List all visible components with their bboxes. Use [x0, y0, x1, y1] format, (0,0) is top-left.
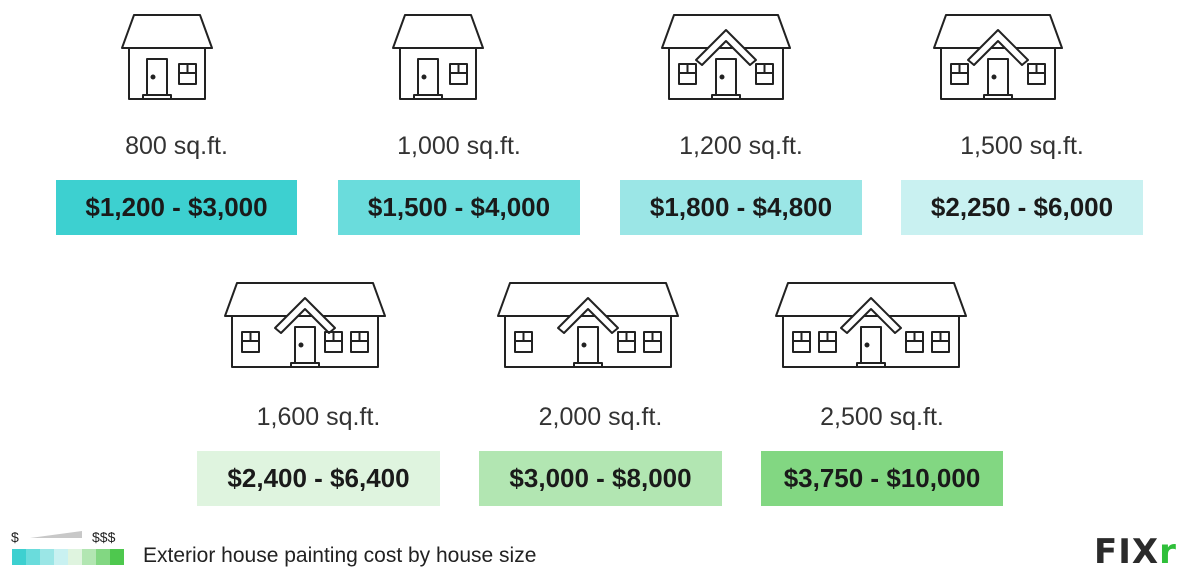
gable: [557, 297, 619, 334]
house-icon: [224, 280, 386, 375]
legend-low-label: $: [11, 529, 19, 545]
house-icon: [661, 12, 791, 107]
door-step: [573, 362, 603, 368]
door-knob: [298, 342, 304, 348]
legend-swatch: [40, 549, 54, 565]
legend-swatch: [26, 549, 40, 565]
door-step: [856, 362, 886, 368]
door-step: [290, 362, 320, 368]
house-icon: [121, 12, 213, 107]
house-size-label: 800 sq.ft.: [125, 132, 228, 160]
roof: [392, 14, 484, 49]
legend-swatch: [68, 549, 82, 565]
legend-swatch: [110, 549, 124, 565]
door-knob: [421, 74, 427, 80]
logo-text: FIX: [1094, 532, 1160, 572]
legend-caption: Exterior house painting cost by house si…: [143, 544, 537, 567]
price-range-badge: $3,750 - $10,000: [761, 451, 1003, 506]
gable: [967, 29, 1029, 66]
house-icon: [775, 280, 967, 375]
house-size-label: 1,000 sq.ft.: [397, 132, 521, 160]
price-range-badge: $1,200 - $3,000: [56, 180, 297, 235]
gable: [840, 297, 902, 334]
legend-high-label: $$$: [92, 529, 116, 545]
door-step: [711, 94, 741, 100]
legend-swatch: [96, 549, 110, 565]
price-range-badge: $1,800 - $4,800: [620, 180, 862, 235]
house-size-label: 1,600 sq.ft.: [256, 403, 381, 431]
house-size-label: 2,500 sq.ft.: [820, 403, 944, 431]
fixr-logo: FIXr: [1094, 532, 1177, 572]
house-size-label: 1,500 sq.ft.: [960, 132, 1084, 160]
legend-swatch: [12, 549, 26, 565]
house-size-label: 1,200 sq.ft.: [679, 132, 803, 160]
house-body: [782, 315, 960, 368]
house-icon: [392, 12, 484, 107]
legend-swatch: [54, 549, 68, 565]
door-knob: [991, 74, 997, 80]
house-icon: [497, 280, 679, 375]
house-icon: [933, 12, 1063, 107]
price-range-badge: $1,500 - $4,000: [338, 180, 580, 235]
roof: [121, 14, 213, 49]
door-step: [983, 94, 1013, 100]
house-size-label: 2,000 sq.ft.: [538, 403, 663, 431]
door-knob: [581, 342, 587, 348]
door-knob: [719, 74, 725, 80]
price-range-badge: $2,250 - $6,000: [901, 180, 1143, 235]
legend-color-scale: [12, 549, 124, 565]
door-knob: [864, 342, 870, 348]
legend-scale-wedge: [30, 531, 82, 538]
price-range-badge: $3,000 - $8,000: [479, 451, 722, 506]
price-range-badge: $2,400 - $6,400: [197, 451, 440, 506]
gable: [695, 29, 757, 66]
door-step: [413, 94, 443, 100]
legend-swatch: [82, 549, 96, 565]
door-step: [142, 94, 172, 100]
logo-accent: r: [1159, 532, 1177, 572]
door-knob: [150, 74, 156, 80]
